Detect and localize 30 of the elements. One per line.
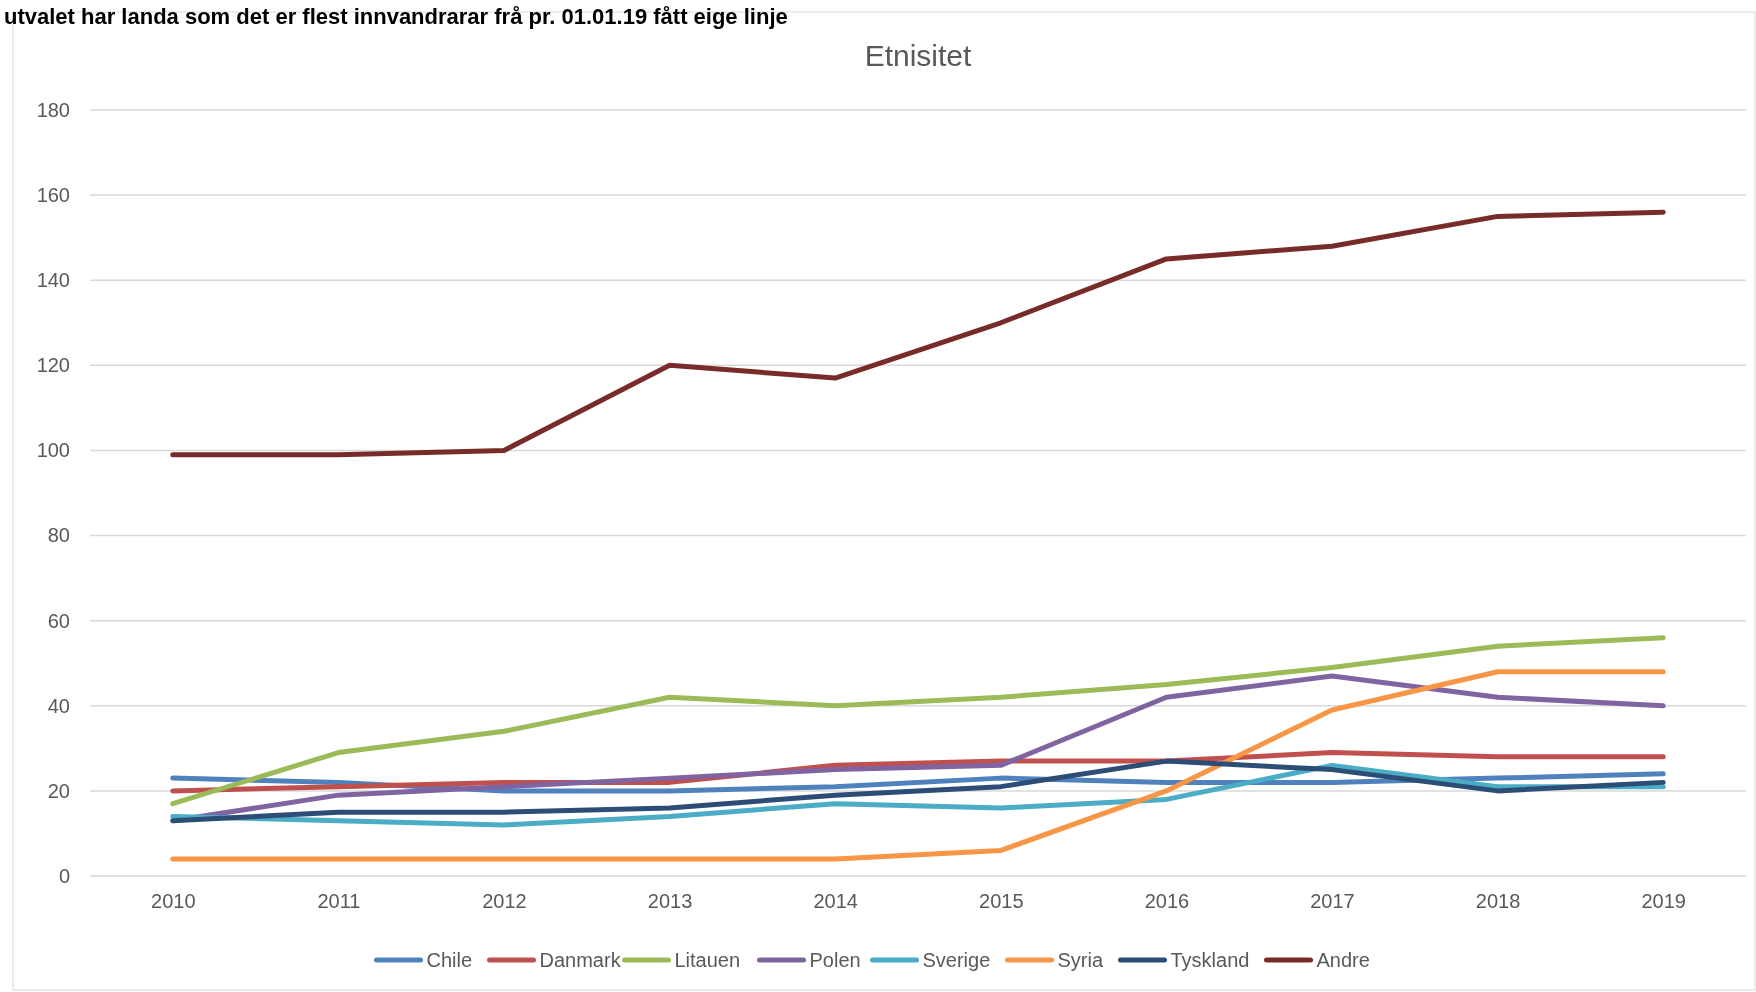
y-tick-label: 80 bbox=[47, 524, 70, 547]
y-tick-label: 140 bbox=[36, 269, 70, 292]
x-tick-label: 2015 bbox=[979, 890, 1024, 913]
x-tick-label: 2017 bbox=[1310, 890, 1355, 913]
text: utvalet har landa som det er flest innvandrarar frå pr. 01.01.19 fått eige linje bbox=[4, 4, 788, 29]
x-tick-label: 2019 bbox=[1641, 890, 1686, 913]
legend-label: Sverige bbox=[922, 949, 991, 971]
y-tick-label: 160 bbox=[36, 184, 70, 207]
y-tick-label: 120 bbox=[36, 354, 70, 377]
y-tick-label: 100 bbox=[36, 439, 70, 462]
x-tick-label: 2016 bbox=[1144, 890, 1190, 913]
x-tick-label: 2018 bbox=[1475, 890, 1521, 913]
legend-label: Andre bbox=[1316, 949, 1370, 971]
x-tick-label: 2011 bbox=[317, 890, 361, 913]
y-tick-label: 60 bbox=[47, 609, 70, 632]
legend-label: Litauen bbox=[674, 949, 741, 971]
x-tick-label: 2012 bbox=[482, 890, 527, 913]
x-tick-label: 2014 bbox=[813, 890, 858, 913]
y-tick-label: 0 bbox=[58, 864, 70, 887]
x-tick-label: 2013 bbox=[647, 890, 693, 913]
legend-label: Chile bbox=[426, 949, 473, 971]
legend-label: Danmark bbox=[539, 949, 622, 971]
y-tick-label: 40 bbox=[47, 694, 70, 717]
legend-label: Polen bbox=[809, 949, 861, 971]
chart-title: Etnisitet bbox=[864, 39, 973, 72]
legend-label: Syria bbox=[1057, 949, 1104, 971]
y-tick-label: 20 bbox=[47, 779, 70, 802]
x-tick-label: 2010 bbox=[151, 890, 196, 913]
y-tick-label: 180 bbox=[36, 98, 70, 121]
legend-label: Tyskland bbox=[1170, 949, 1250, 971]
